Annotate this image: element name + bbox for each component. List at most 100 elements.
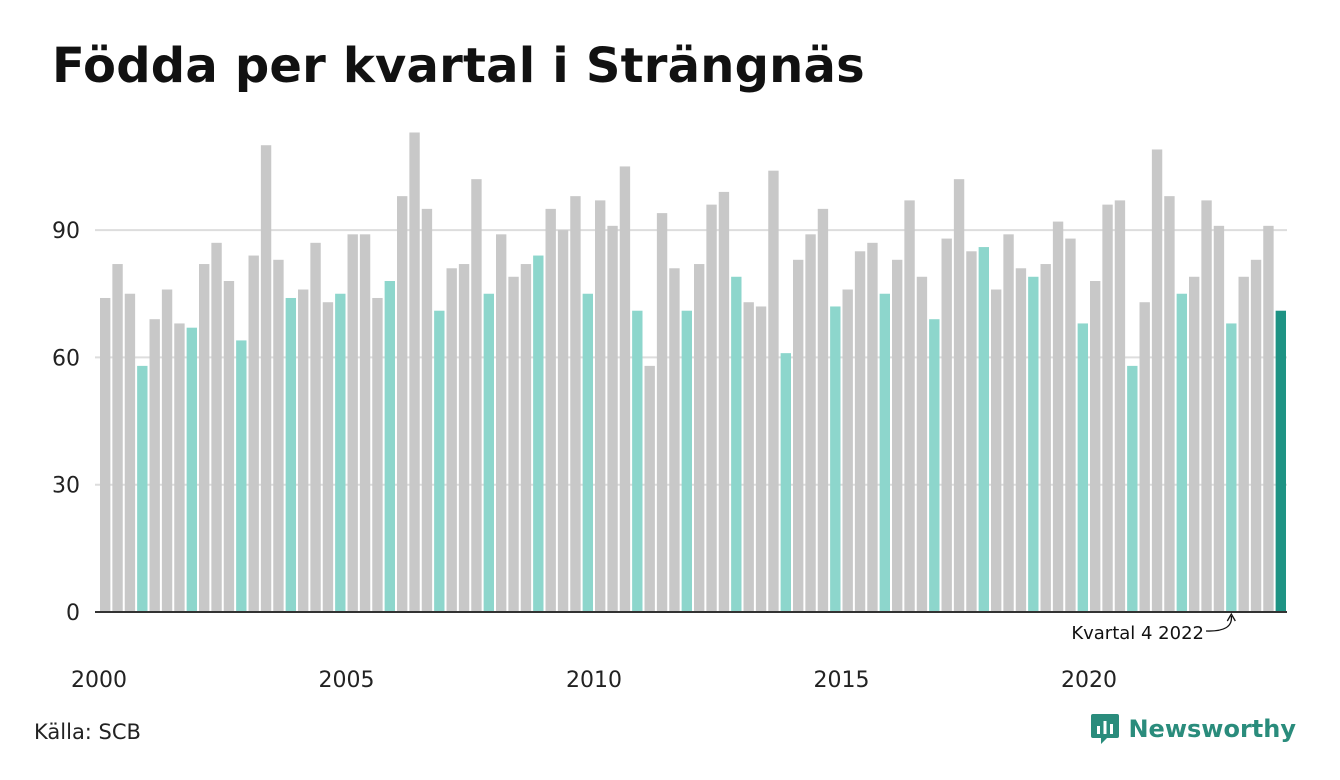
- bar: [533, 255, 544, 612]
- bar: [1201, 200, 1212, 612]
- chart-title: Födda per kvartal i Strängnäs: [52, 38, 865, 94]
- bar: [1040, 264, 1051, 612]
- bar: [669, 268, 680, 612]
- bar: [1065, 238, 1076, 612]
- bar: [1164, 196, 1175, 612]
- annotation-arrowhead: [1226, 612, 1236, 622]
- bar: [607, 225, 618, 612]
- bar: [1052, 221, 1064, 612]
- bar: [681, 310, 692, 612]
- bar: [446, 268, 457, 612]
- bar: [223, 281, 235, 612]
- bar: [409, 132, 420, 613]
- bar: [471, 179, 482, 612]
- bar: [1139, 302, 1150, 612]
- bar: [892, 259, 903, 612]
- bar: [372, 297, 383, 612]
- bar: [805, 234, 816, 612]
- bar: [347, 234, 358, 612]
- bar: [137, 365, 148, 612]
- bar: [780, 353, 791, 612]
- bar: [310, 242, 321, 613]
- y-tick-label: 90: [52, 219, 80, 244]
- bar: [335, 293, 346, 612]
- bar: [186, 327, 197, 612]
- bar: [520, 264, 532, 612]
- bar: [248, 255, 259, 612]
- bar: [545, 208, 556, 612]
- bar: [1102, 204, 1113, 612]
- bar: [879, 293, 890, 612]
- bar: [1238, 276, 1249, 612]
- annotation-arrow: [1205, 615, 1233, 632]
- bar: [236, 340, 247, 612]
- bar: [867, 242, 878, 613]
- bar: [1077, 323, 1088, 612]
- bar: [619, 166, 631, 612]
- bar: [941, 238, 952, 612]
- bar: [644, 365, 655, 612]
- source-note: Källa: SCB: [34, 720, 141, 744]
- x-axis-ticks: 2000 2005 2010 2015 2020: [71, 668, 1117, 693]
- bar: [421, 208, 433, 612]
- bar: [793, 259, 804, 612]
- bar: [1090, 281, 1101, 612]
- bar: [1250, 259, 1262, 612]
- x-tick-label: 2000: [71, 668, 127, 693]
- bar: [768, 170, 779, 612]
- bar: [273, 259, 284, 612]
- bar: [557, 230, 569, 612]
- bar: [211, 242, 222, 613]
- bar: [1263, 225, 1274, 612]
- bar: [1151, 149, 1163, 612]
- bar: [817, 208, 829, 612]
- bar: [174, 323, 185, 612]
- bar: [1028, 276, 1039, 612]
- bar: [595, 200, 606, 612]
- bar: [1114, 200, 1126, 612]
- bar: [260, 145, 272, 612]
- bar: [397, 196, 408, 612]
- bar: [149, 319, 160, 612]
- bar: [1015, 268, 1027, 612]
- x-tick-label: 2010: [566, 668, 622, 693]
- bar: [694, 264, 705, 612]
- bar: [743, 302, 754, 612]
- bar: [718, 191, 730, 613]
- bar: [434, 310, 445, 612]
- bar: [100, 297, 111, 612]
- annotation-label: Kvartal 4 2022: [1071, 623, 1204, 644]
- bar: [285, 297, 296, 612]
- bar: [384, 281, 395, 612]
- y-axis-ticks: 0 30 60 90: [52, 219, 80, 626]
- bar: [508, 276, 519, 612]
- bar: [359, 234, 371, 612]
- bar: [1275, 310, 1286, 612]
- bar: [298, 289, 309, 612]
- bar: [322, 302, 334, 612]
- bar: [483, 293, 494, 612]
- x-tick-label: 2005: [319, 668, 375, 693]
- bar: [570, 196, 581, 612]
- bar: [496, 234, 507, 612]
- bars: [100, 132, 1286, 613]
- brand-logo: Newsworthy: [1090, 712, 1296, 746]
- bar: [991, 289, 1002, 612]
- bar: [966, 251, 977, 612]
- bar: [904, 200, 915, 612]
- bar: [1189, 276, 1200, 612]
- bar: [582, 293, 593, 612]
- y-tick-label: 30: [52, 474, 80, 499]
- bar: [953, 179, 965, 612]
- bar: [978, 247, 989, 613]
- y-tick-label: 60: [52, 346, 80, 371]
- annotation: Kvartal 4 2022: [1071, 612, 1236, 644]
- brand-name: Newsworthy: [1128, 715, 1296, 743]
- newsworthy-logo-icon: [1091, 714, 1120, 744]
- bar: [755, 306, 767, 612]
- bar: [916, 276, 928, 612]
- bar: [854, 251, 866, 612]
- bar: [842, 289, 853, 612]
- bar: [929, 319, 940, 612]
